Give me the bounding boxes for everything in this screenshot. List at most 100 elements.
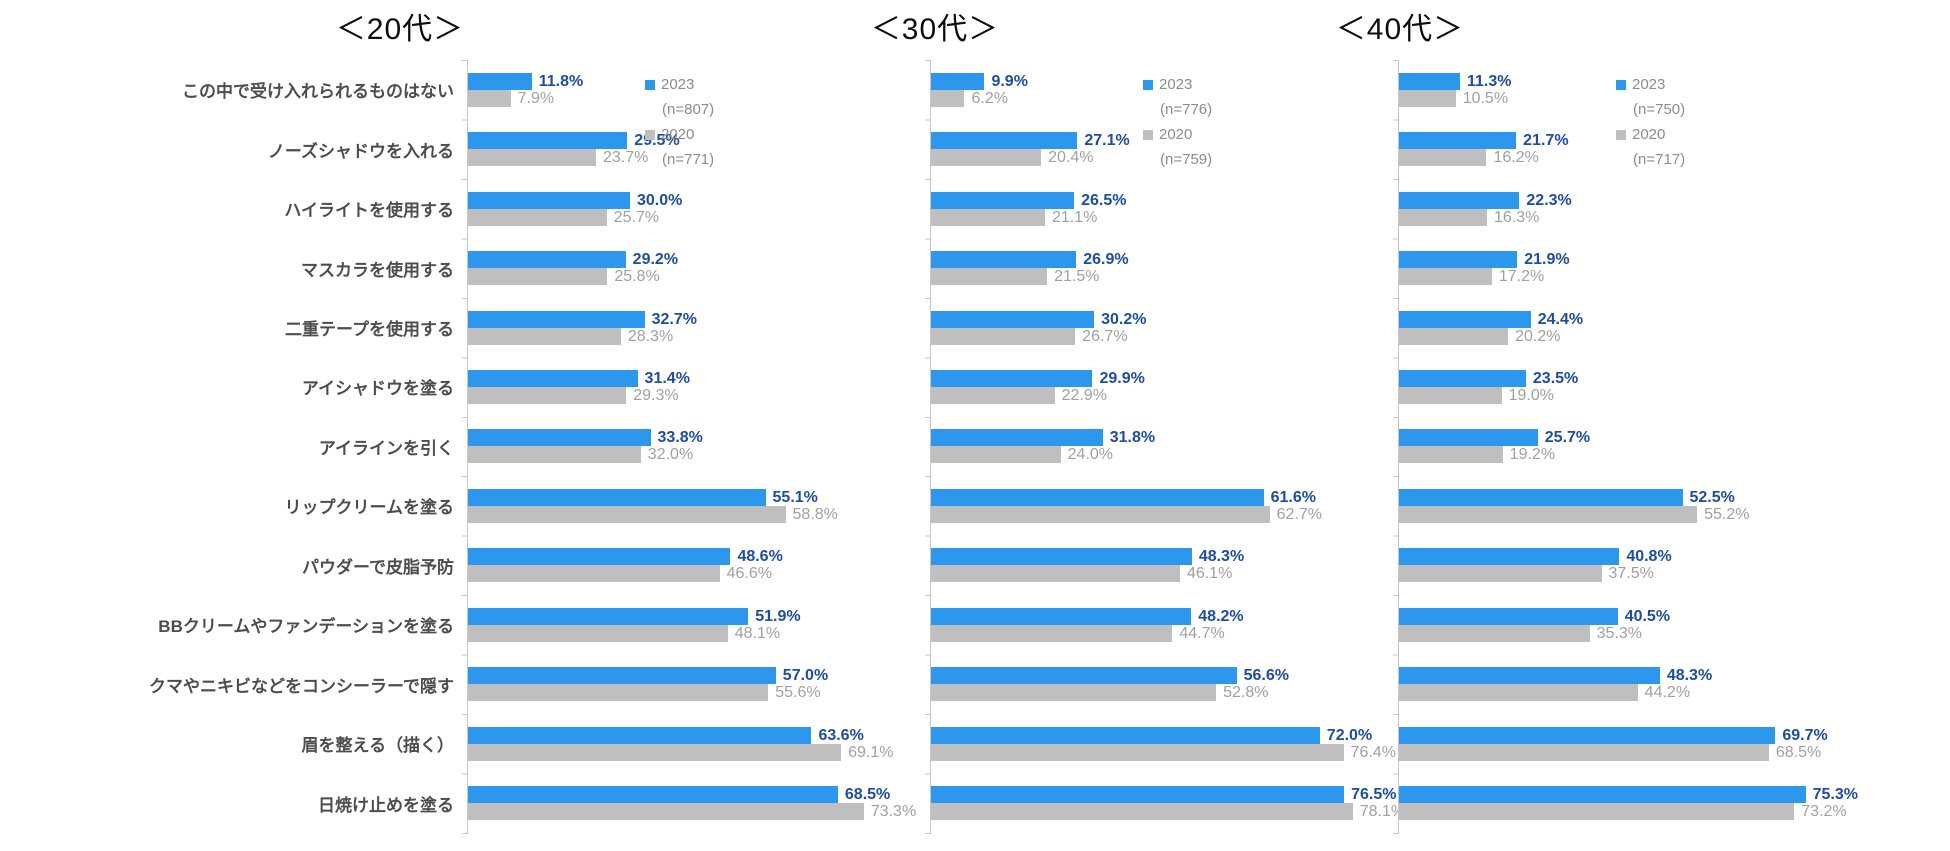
value-label-2020: 20.2%: [1515, 327, 1561, 345]
value-label-2020: 7.9%: [517, 89, 555, 107]
category-label: BBクリームやファンデーションを塗る: [158, 617, 454, 637]
bar-2023: [1399, 251, 1518, 269]
bar-2020: [468, 684, 769, 702]
bar-row: 48.2% 44.7%: [931, 607, 1398, 642]
value-label-2020: 26.7%: [1082, 327, 1128, 345]
bar-row: 29.5% 23.7%: [468, 132, 930, 167]
bar-2023: [931, 132, 1078, 150]
bar-row: 30.0% 25.7%: [468, 191, 930, 226]
value-label-2023: 25.7%: [1544, 429, 1591, 447]
bar-2020: [468, 149, 596, 167]
bar-row: 68.5% 73.3%: [468, 786, 930, 821]
bar-row: 21.9% 17.2%: [1399, 251, 1950, 286]
value-label-2023: 29.2%: [632, 251, 679, 269]
bar-row: 11.3% 10.5%: [1399, 72, 1950, 107]
bar-2020: [931, 446, 1061, 464]
value-label-2023: 11.8%: [538, 72, 584, 90]
value-label-2020: 16.2%: [1493, 149, 1539, 167]
bar-2023: [1399, 72, 1461, 90]
value-label-2020: 37.5%: [1608, 565, 1654, 583]
value-label-2020: 28.3%: [627, 327, 674, 345]
value-label-2023: 48.3%: [1666, 667, 1713, 685]
bar-2023: [1399, 429, 1538, 447]
bar-row: 52.5% 55.2%: [1399, 488, 1950, 523]
bar-2023: [468, 667, 776, 685]
value-label-2023: 51.9%: [755, 607, 801, 625]
bar-row: 48.6% 46.6%: [468, 548, 930, 583]
value-label-2023: 21.7%: [1523, 132, 1569, 150]
bar-2020: [931, 327, 1076, 345]
bar-row: 75.3% 73.2%: [1399, 786, 1950, 821]
category-label: この中で受け入れられるものはない: [182, 82, 454, 102]
value-label-2023: 26.9%: [1083, 251, 1129, 269]
bar-2020: [1399, 803, 1795, 821]
value-label-2023: 29.9%: [1099, 370, 1145, 387]
bar-2023: [931, 310, 1095, 328]
bar-row: 72.0% 76.4%: [931, 726, 1398, 761]
bar-2023: [931, 72, 985, 90]
chart-panel-40s: 11.3% 10.5% 21.7% 16.2% 22.3% 16.3% 21.9% 17.2%…: [1393, 60, 1950, 835]
value-label-2023: 31.8%: [1109, 429, 1156, 447]
legend-2023-swatch: [1143, 79, 1153, 90]
bar-2023: [468, 72, 532, 90]
bar-2023: [468, 607, 749, 625]
value-label-2023: 40.5%: [1624, 607, 1671, 625]
bars-area: 11.8% 7.9% 29.5% 23.7% 30.0% 25.7% 29.2% 25.8% 3…: [467, 60, 930, 834]
bar-2020: [468, 387, 627, 404]
bar-2023: [468, 191, 630, 209]
bar-2020: [468, 505, 786, 523]
bar-2023: [1399, 488, 1683, 506]
bar-row: 31.8% 24.0%: [931, 429, 1398, 464]
category-label: ノーズシャドウを入れる: [267, 141, 454, 161]
value-label-2023: 63.6%: [818, 726, 864, 744]
bar-row: 48.3% 46.1%: [931, 548, 1398, 583]
bar-row: 11.8% 7.9%: [468, 72, 930, 107]
bar-2020: [1399, 327, 1509, 345]
bar-2023: [1399, 548, 1620, 566]
category-label: マスカラを使用する: [301, 260, 454, 280]
panel-title-20s: ＜20代＞: [335, 13, 465, 46]
legend-2020-swatch: [1616, 129, 1626, 140]
bar-2020: [931, 803, 1353, 821]
category-label: 日焼け止めを塗る: [318, 795, 454, 815]
value-label-2020: 44.2%: [1644, 684, 1691, 702]
legend-2020-n: (n=717): [1633, 151, 1686, 168]
bar-row: 33.8% 32.0%: [468, 429, 930, 464]
value-label-2020: 52.8%: [1223, 684, 1269, 702]
bar-row: 26.9% 21.5%: [931, 251, 1398, 286]
category-label: パウダーで皮脂予防: [302, 557, 454, 577]
bar-row: 69.7% 68.5%: [1399, 726, 1950, 761]
value-label-2020: 6.2%: [971, 89, 1008, 107]
bar-2023: [1399, 132, 1517, 150]
bar-2023: [1399, 607, 1618, 625]
bar-2020: [468, 208, 607, 226]
bar-2023: [1399, 726, 1776, 744]
y-axis: [1398, 60, 1399, 834]
axis-ticks: [925, 60, 930, 835]
legend-2023-n: (n=807): [662, 101, 715, 118]
bar-2023: [931, 191, 1075, 209]
bar-row: 31.4% 29.3%: [468, 370, 930, 404]
value-label-2020: 55.2%: [1704, 505, 1750, 523]
legend-2020-label: 2020: [661, 126, 695, 143]
bar-2023: [468, 310, 645, 328]
bar-2020: [468, 446, 641, 464]
bar-row: 29.2% 25.8%: [468, 251, 930, 286]
bar-2020: [1399, 743, 1769, 761]
bar-2023: [468, 251, 626, 269]
category-label: アイラインを引く: [318, 438, 454, 458]
legend-2020-label: 2020: [1159, 126, 1193, 143]
value-label-2023: 48.2%: [1198, 607, 1244, 625]
bar-2020: [1399, 387, 1502, 404]
bar-2020: [1399, 268, 1492, 286]
value-label-2020: 20.4%: [1048, 149, 1094, 167]
value-label-2023: 75.3%: [1812, 786, 1858, 804]
bar-row: 27.1% 20.4%: [931, 132, 1398, 167]
value-label-2023: 33.8%: [657, 429, 703, 447]
value-label-2020: 17.2%: [1498, 268, 1545, 286]
value-label-2020: 23.7%: [602, 149, 649, 167]
bar-2020: [931, 149, 1042, 167]
bar-2023: [931, 370, 1093, 387]
bar-2023: [931, 607, 1192, 625]
bars-area: 9.9% 6.2% 27.1% 20.4% 26.5% 21.1% 26.9% 21.5% 30…: [930, 60, 1405, 834]
